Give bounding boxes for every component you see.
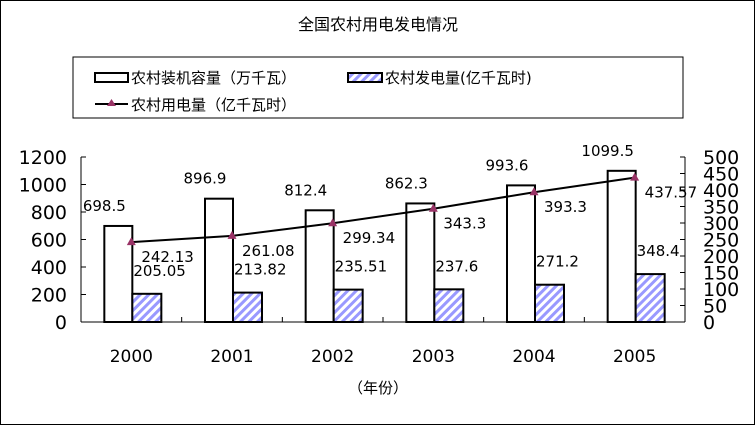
right-axis-tick-label: 50 (703, 296, 727, 318)
data-label-generation: 348.4 (637, 242, 680, 260)
right-axis-tick-label: 300 (703, 213, 739, 235)
legend-label-consumption: 农村用电量（亿千瓦时） (131, 96, 296, 114)
data-label-capacity: 812.4 (284, 181, 327, 199)
left-axis-tick-label: 800 (31, 202, 67, 224)
right-axis-tick-label: 400 (703, 180, 739, 202)
data-label-consumption: 343.3 (443, 215, 486, 233)
bar-generation (433, 288, 465, 323)
data-label-generation: 213.82 (234, 261, 287, 279)
data-label-generation: 205.05 (133, 262, 186, 280)
bar-generation (332, 288, 364, 323)
data-label-consumption: 261.08 (242, 242, 295, 260)
bar-generation (534, 283, 565, 323)
data-label-consumption: 299.34 (343, 229, 396, 247)
bar-capacity (204, 197, 234, 324)
x-axis-label: （年份） (348, 379, 408, 397)
x-axis-tick-label: 2000 (110, 347, 153, 367)
legend-swatch-consumption-marker (107, 99, 116, 106)
legend-label-generation: 农村发电量(亿千瓦时) (385, 69, 532, 87)
data-label-capacity: 993.6 (486, 156, 529, 174)
marker-consumption (227, 230, 237, 239)
bar-capacity (606, 169, 637, 323)
x-axis-tick-label: 2005 (613, 347, 656, 367)
bar-capacity (506, 184, 536, 323)
data-label-capacity: 1099.5 (581, 142, 634, 160)
right-axis-tick-label: 200 (703, 246, 739, 268)
right-axis-tick-label: 150 (703, 263, 739, 285)
chart-title: 全国农村用电发电情况 (298, 15, 458, 34)
data-label-consumption: 393.3 (544, 198, 587, 216)
left-axis-tick-label: 0 (55, 312, 67, 334)
data-label-generation: 235.51 (335, 258, 388, 276)
data-label-consumption: 437.57 (645, 184, 698, 202)
right-axis-tick-label: 100 (703, 279, 739, 301)
bar-generation (232, 291, 263, 324)
left-axis-tick-label: 600 (31, 230, 67, 252)
data-label-capacity: 896.9 (184, 170, 227, 188)
right-axis-tick-label: 350 (703, 197, 739, 219)
left-axis-tick-label: 200 (31, 285, 67, 307)
right-axis-tick-label: 250 (703, 230, 739, 252)
marker-consumption (630, 172, 640, 181)
legend-swatch-capacity (94, 72, 129, 83)
right-axis-tick-label: 0 (703, 312, 715, 334)
bar-generation (131, 292, 163, 324)
x-axis-tick-label: 2003 (412, 347, 455, 367)
marker-consumption (328, 218, 338, 227)
left-axis-tick-label: 1200 (19, 147, 67, 169)
data-label-generation: 271.2 (536, 253, 579, 271)
legend-swatch-generation (347, 72, 383, 83)
data-label-generation: 237.6 (435, 257, 478, 275)
x-axis-tick-label: 2002 (311, 347, 354, 367)
legend: 农村装机容量（万千瓦） 农村发电量(亿千瓦时) 农村用电量（亿千瓦时） (72, 56, 684, 119)
left-axis-tick-label: 1000 (19, 175, 67, 197)
marker-consumption (126, 237, 136, 246)
legend-label-capacity: 农村装机容量（万千瓦） (131, 69, 296, 87)
bar-generation (634, 273, 666, 323)
left-axis-tick-label: 400 (31, 257, 67, 279)
data-label-capacity: 698.5 (83, 197, 126, 215)
right-axis-tick-label: 500 (703, 147, 739, 169)
right-axis-tick-label: 450 (703, 164, 739, 186)
bar-capacity (405, 202, 436, 323)
marker-consumption (529, 187, 539, 196)
bar-capacity (103, 224, 134, 323)
line-consumption (131, 176, 635, 244)
bar-capacity (304, 209, 335, 323)
x-axis-tick-label: 2001 (210, 347, 253, 367)
data-label-consumption: 242.13 (141, 248, 194, 266)
x-axis-tick-label: 2004 (512, 347, 555, 367)
data-label-capacity: 862.3 (385, 174, 428, 192)
marker-consumption (428, 203, 438, 212)
